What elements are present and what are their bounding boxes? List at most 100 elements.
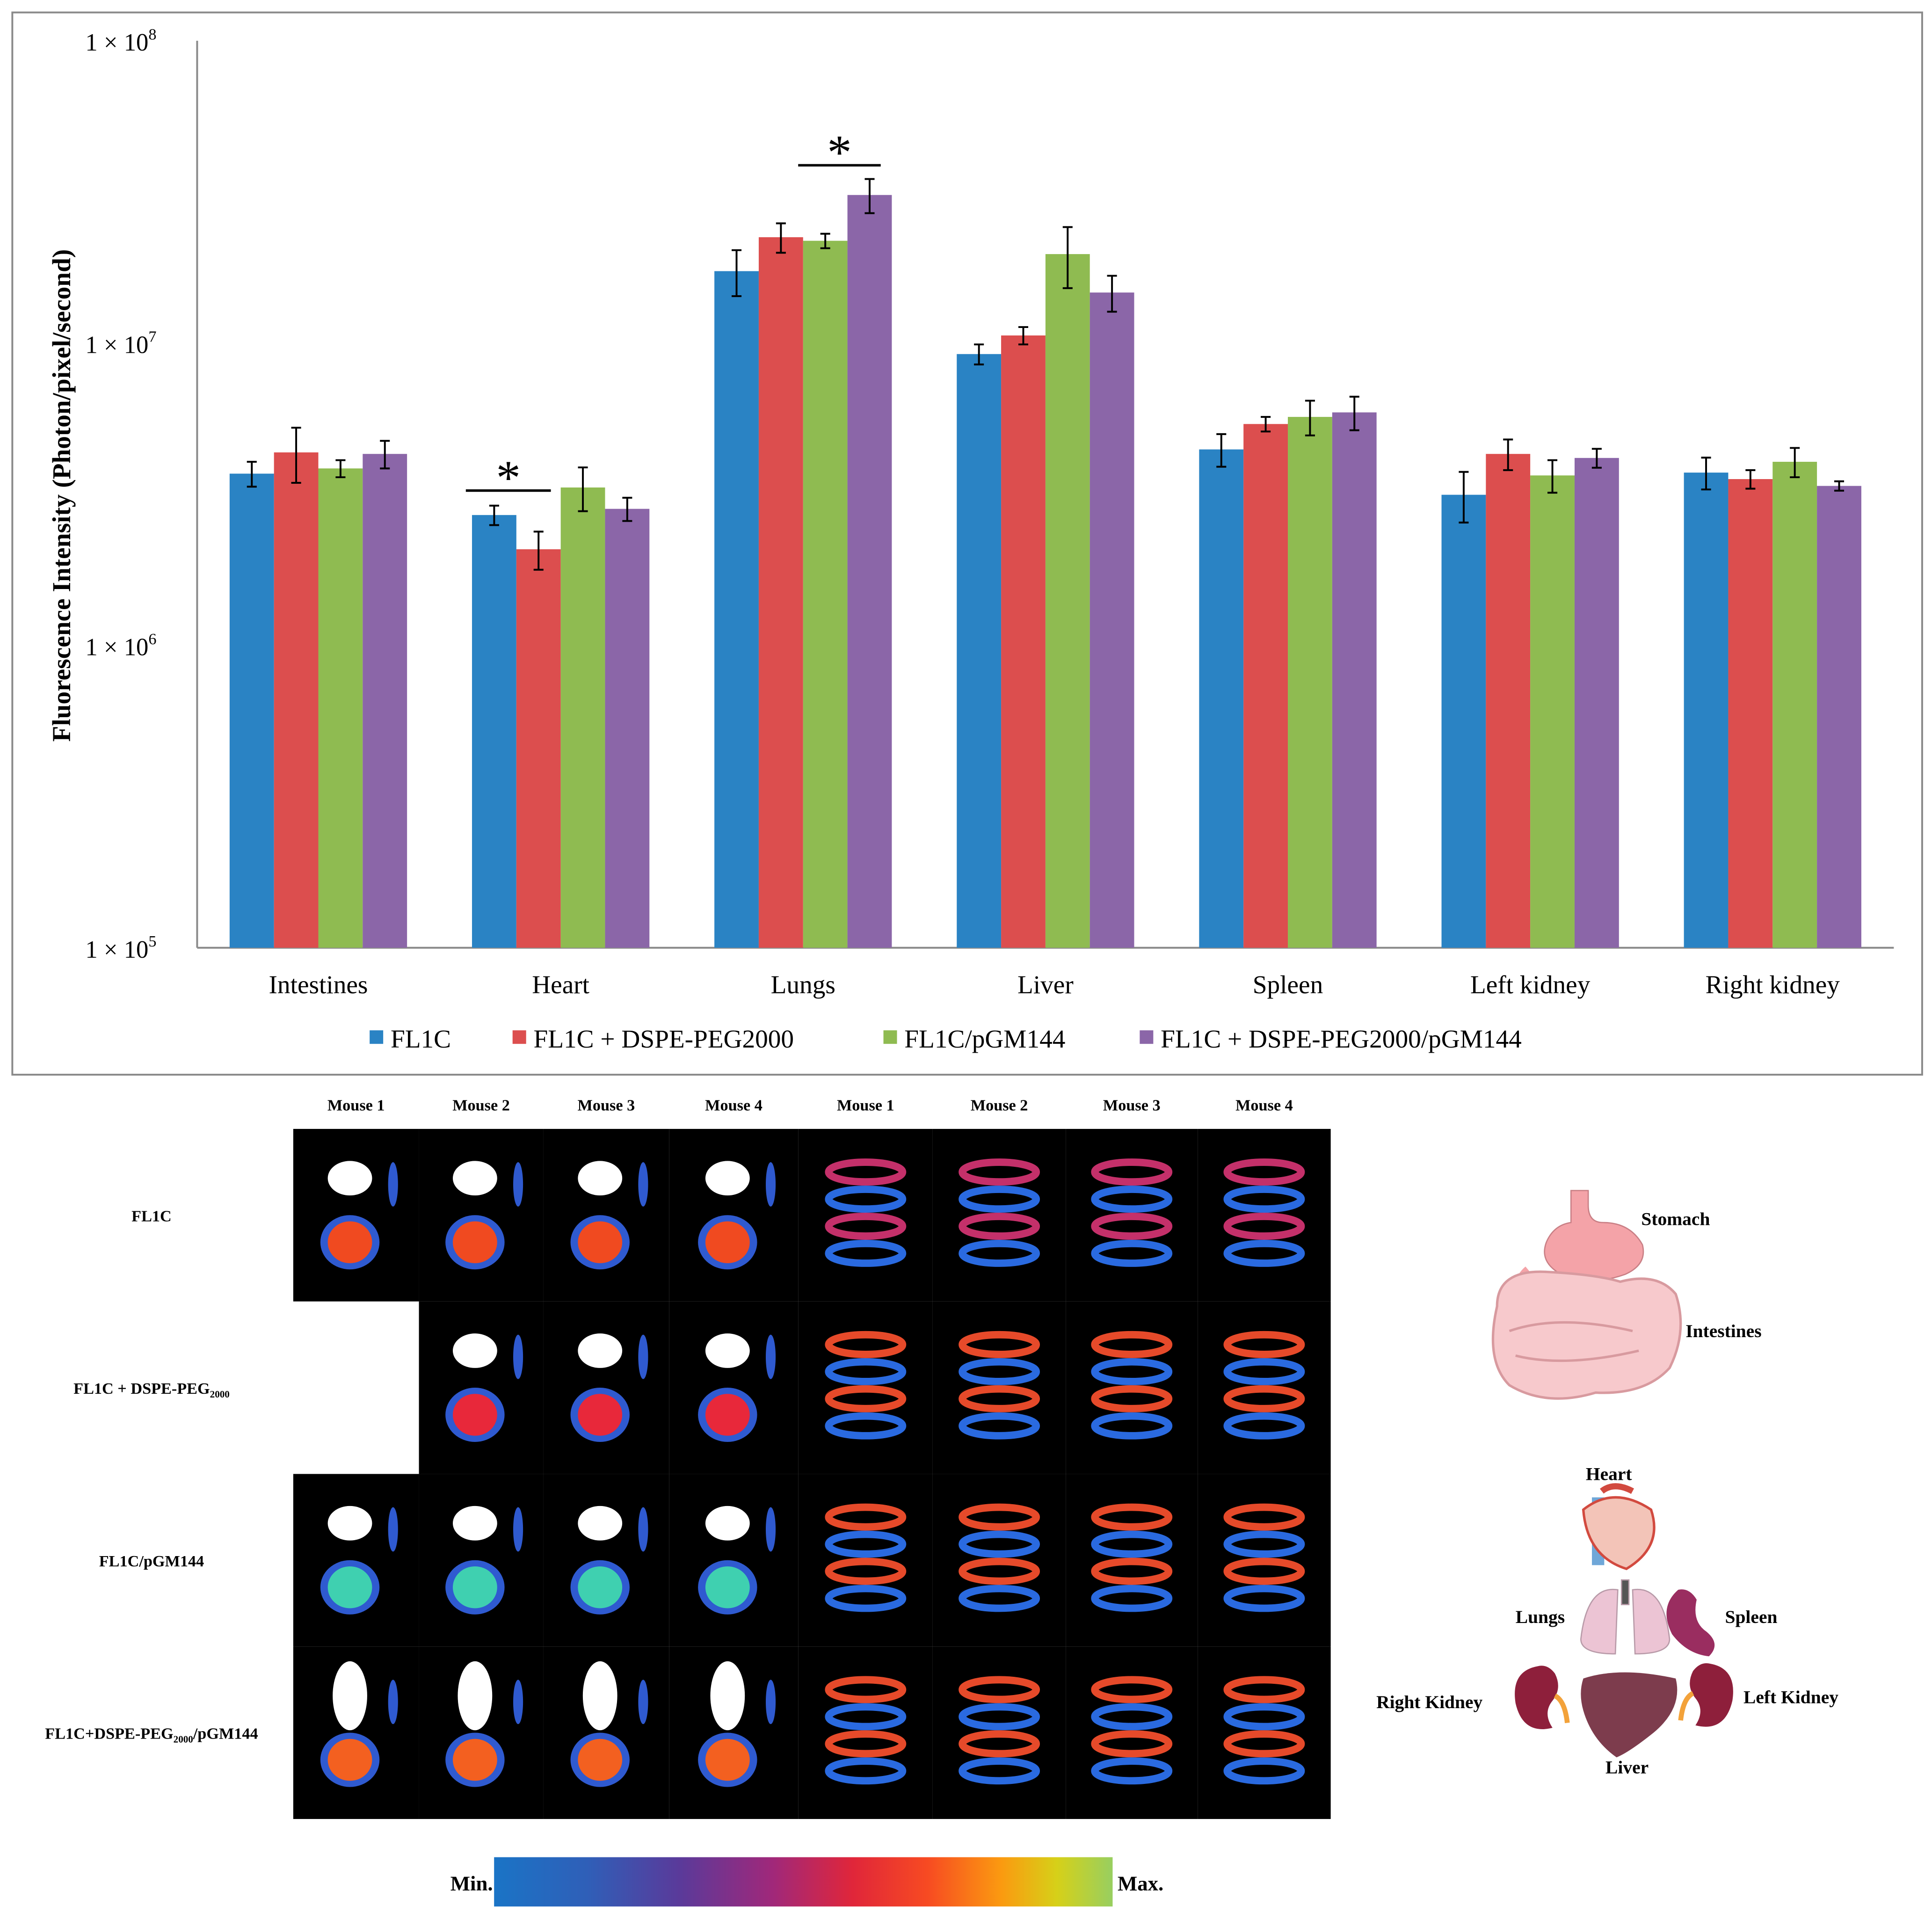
image-background: [419, 1128, 544, 1302]
fluorescence-image: [1066, 1474, 1198, 1647]
bar: [1441, 495, 1486, 948]
intestine-signal: [1223, 1331, 1305, 1358]
bar: [1199, 449, 1244, 948]
image-background: [543, 1301, 669, 1474]
bar: [1530, 475, 1575, 948]
intestine-signal: [1091, 1186, 1173, 1213]
lung-signal-inner: [578, 1394, 623, 1436]
intestine-signal: [1223, 1676, 1305, 1703]
intestine-signal: [1091, 1730, 1173, 1758]
intestine-signal: [825, 1385, 907, 1412]
heart-signal: [452, 1506, 497, 1541]
x-tick-label: Liver: [1017, 970, 1074, 999]
bar: [1772, 462, 1817, 948]
heart-signal: [327, 1161, 372, 1196]
bar: [1089, 292, 1134, 948]
lung-signal-inner: [327, 1221, 372, 1264]
colorbar: Min. Max.: [450, 1857, 1163, 1907]
column-header: Mouse 4: [1235, 1096, 1293, 1114]
legend-label: FL1C + DSPE-PEG2000: [533, 1025, 794, 1053]
intestine-signal: [959, 1213, 1040, 1240]
row-label-subscript: 2000: [210, 1389, 230, 1400]
intestine-signal: [1223, 1186, 1305, 1213]
fluorescence-image: [293, 1128, 419, 1302]
spleen-signal: [638, 1162, 648, 1207]
legend-swatch: [883, 1030, 897, 1044]
bar: [516, 549, 561, 948]
intestine-signal: [825, 1239, 907, 1267]
intestine-signal: [1091, 1703, 1173, 1731]
y-tick-label: 1 × 108: [85, 26, 156, 57]
fluorescence-image: [932, 1128, 1066, 1302]
intestine-signal: [959, 1557, 1040, 1585]
bar: [363, 454, 407, 948]
bar: [1728, 479, 1773, 948]
bar: [1684, 473, 1729, 948]
bar: [1001, 335, 1046, 948]
label-heart: Heart: [1586, 1464, 1632, 1485]
spleen-signal: [638, 1334, 648, 1379]
heart-signal: [333, 1661, 367, 1731]
column-header: Mouse 1: [327, 1096, 385, 1114]
image-background: [543, 1128, 669, 1302]
intestine-signal: [959, 1585, 1040, 1612]
x-tick-label: Left kidney: [1470, 970, 1591, 999]
intestine-signal: [825, 1730, 907, 1758]
liver-icon: [1581, 1672, 1678, 1758]
bar: [472, 515, 516, 948]
lung-signal-inner: [327, 1739, 372, 1781]
y-tick-label: 1 × 105: [85, 932, 156, 963]
intestine-signal: [959, 1757, 1040, 1785]
column-header: Mouse 3: [1103, 1096, 1161, 1114]
x-tick-label: Intestines: [269, 970, 368, 999]
heart-signal: [710, 1661, 745, 1731]
bar: [1332, 412, 1377, 948]
spleen-signal: [388, 1162, 398, 1207]
intestine-signal: [959, 1730, 1040, 1758]
fluorescence-image: [798, 1128, 933, 1302]
label-intestines: Intestines: [1685, 1321, 1761, 1341]
fluorescence-image: [1198, 1128, 1331, 1302]
intestine-signal: [1223, 1385, 1305, 1412]
bar: [847, 195, 892, 948]
intestine-signal: [1223, 1158, 1305, 1186]
fluorescence-image: [669, 1128, 799, 1302]
image-background: [669, 1128, 799, 1302]
x-tick-label: Spleen: [1253, 970, 1323, 999]
intestines-icon: [1491, 1270, 1682, 1400]
fluorescence-image: [543, 1128, 669, 1302]
spleen-signal: [638, 1680, 648, 1725]
legend-swatch: [1140, 1030, 1154, 1044]
heart-signal: [452, 1333, 497, 1368]
row-label-suffix: /pGM144: [193, 1725, 258, 1743]
x-tick-label: Right kidney: [1706, 970, 1840, 999]
intestine-signal: [825, 1530, 907, 1558]
fluorescence-image: [419, 1646, 544, 1819]
image-background: [293, 1128, 419, 1302]
y-axis-label: Fluorescence Intensity (Photon/pixel/sec…: [47, 249, 76, 742]
bar: [229, 473, 274, 948]
intestine-signal: [959, 1385, 1040, 1412]
intestine-signal: [1091, 1557, 1173, 1585]
intestine-signal: [825, 1585, 907, 1612]
x-tick-label: Lungs: [771, 970, 835, 999]
fluorescence-image: [932, 1301, 1066, 1474]
bar: [957, 354, 1002, 948]
colorbar-max-label: Max.: [1118, 1872, 1163, 1895]
right-kidney-icon: [1515, 1666, 1558, 1729]
heart-signal: [458, 1661, 493, 1731]
column-header: Mouse 1: [837, 1096, 894, 1114]
spleen-signal: [513, 1507, 523, 1552]
image-background: [419, 1474, 544, 1647]
spleen-signal: [765, 1680, 776, 1725]
lung-signal-inner: [578, 1566, 623, 1608]
x-tick-label: Heart: [532, 970, 589, 999]
heart-signal: [705, 1161, 750, 1196]
intestine-signal: [1091, 1530, 1173, 1558]
intestine-signal: [959, 1158, 1040, 1186]
fluorescence-image: [798, 1301, 933, 1474]
heart-icon: [1582, 1483, 1656, 1571]
bar: [560, 487, 605, 948]
intestine-signal: [959, 1412, 1040, 1440]
label-stomach: Stomach: [1641, 1208, 1710, 1229]
